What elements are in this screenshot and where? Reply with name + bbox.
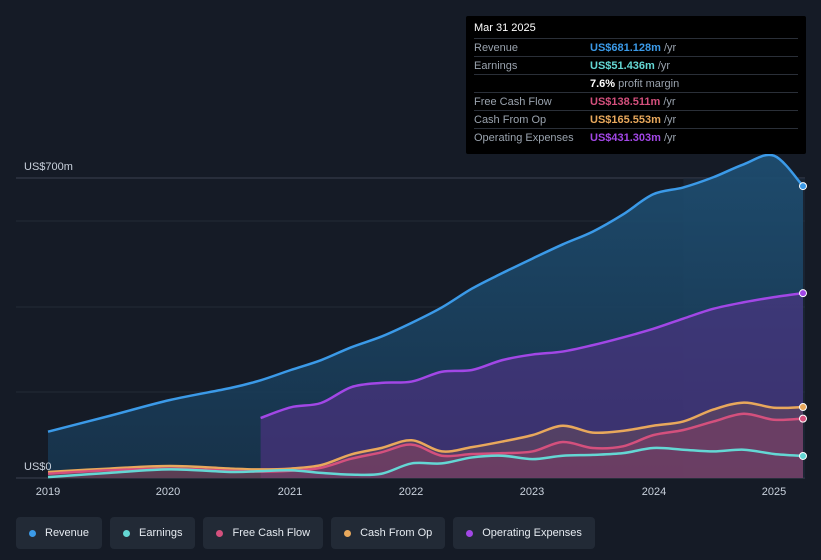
- legend-item-free-cash-flow[interactable]: Free Cash Flow: [203, 517, 324, 549]
- cash-from-op-end-marker[interactable]: [799, 403, 807, 412]
- tooltip-row-unit: /yr: [663, 131, 677, 144]
- tooltip-row-label: Cash From Op: [474, 113, 547, 126]
- legend-item-earnings[interactable]: Earnings: [110, 517, 196, 549]
- y-axis-top-label: US$700m: [24, 161, 73, 173]
- tooltip-row: Operating Expenses US$431.303m/yr: [474, 128, 798, 146]
- legend-label: Operating Expenses: [482, 527, 582, 539]
- x-tick-label: 2025: [762, 486, 786, 498]
- x-tick-label: 2021: [278, 486, 302, 498]
- tooltip-row-value: US$681.128m: [590, 41, 661, 54]
- data-tooltip: Mar 31 2025 Revenue US$681.128m/yr Earning…: [466, 16, 806, 154]
- earnings-end-marker[interactable]: [799, 451, 807, 460]
- series-lines: [47, 153, 804, 479]
- legend-dot-icon: [344, 529, 352, 537]
- legend-dot-icon: [466, 529, 474, 537]
- revenue-line: [47, 153, 804, 433]
- legend-label: Free Cash Flow: [232, 527, 311, 539]
- tooltip-row-value: 7.6%: [590, 77, 616, 90]
- tooltip-row: Free Cash Flow US$138.511m/yr: [474, 92, 798, 110]
- y-axis-bottom-label: US$0: [24, 461, 52, 473]
- cash-from-op-area: [48, 402, 803, 478]
- free-cash-flow-end-marker[interactable]: [799, 414, 807, 423]
- tooltip-row-value: US$165.553m: [590, 113, 661, 126]
- legend-item-operating-expenses[interactable]: Operating Expenses: [453, 517, 595, 549]
- cash-from-op-line: [47, 401, 804, 474]
- x-tick-label: 2019: [36, 486, 60, 498]
- tooltip-row-unit: /yr: [663, 113, 677, 126]
- operating-expenses-line: [260, 291, 804, 420]
- legend-label: Revenue: [45, 527, 90, 539]
- legend-label: Earnings: [139, 527, 183, 539]
- tooltip-row: Revenue US$681.128m/yr: [474, 38, 798, 56]
- x-tick-label: 2024: [642, 486, 666, 498]
- tooltip-row: Cash From Op US$165.553m/yr: [474, 110, 798, 128]
- tooltip-row: 7.6% profit margin: [474, 74, 798, 92]
- tooltip-row-label: Free Cash Flow: [474, 95, 552, 108]
- legend-dot-icon: [29, 529, 36, 537]
- tooltip-row-label: Earnings: [474, 59, 518, 72]
- tooltip-row-label: Revenue: [474, 41, 519, 54]
- x-tick-label: 2022: [399, 486, 423, 498]
- tooltip-row-label: Operating Expenses: [474, 131, 574, 144]
- operating-expenses-end-marker[interactable]: [799, 289, 807, 298]
- legend-item-cash-from-op[interactable]: Cash From Op: [331, 517, 446, 549]
- tooltip-row-value: US$51.436m: [590, 59, 655, 72]
- tooltip-row-value: US$138.511m: [590, 95, 661, 108]
- legend-dot-icon: [216, 529, 224, 537]
- chart-legend: Revenue Earnings Free Cash Flow Cash From O…: [16, 517, 595, 549]
- free-cash-flow-area: [48, 413, 803, 478]
- tooltip-date: Mar 31 2025: [474, 22, 536, 34]
- revenue-end-marker[interactable]: [799, 182, 807, 191]
- tooltip-row-unit: profit margin: [618, 77, 680, 90]
- x-axis-ticks: 2019 2020 2021 2022 2023 2024 2025: [36, 486, 786, 498]
- x-tick-label: 2023: [520, 486, 544, 498]
- legend-item-revenue[interactable]: Revenue: [16, 517, 103, 549]
- tooltip-row-value: US$431.303m: [590, 131, 661, 144]
- x-tick-label: 2020: [156, 486, 180, 498]
- tooltip-row-unit: /yr: [657, 59, 671, 72]
- series-end-markers: [799, 182, 807, 460]
- tooltip-row-unit: /yr: [663, 41, 677, 54]
- tooltip-row-unit: /yr: [663, 95, 676, 108]
- legend-label: Cash From Op: [360, 527, 433, 539]
- tooltip-row: Earnings US$51.436m/yr: [474, 56, 798, 74]
- earnings-line: [47, 446, 804, 479]
- legend-dot-icon: [123, 529, 131, 537]
